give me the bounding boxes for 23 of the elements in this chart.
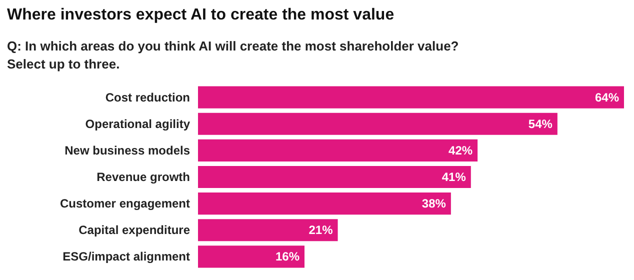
bar xyxy=(198,246,304,268)
data-label: 21% xyxy=(308,223,334,238)
data-label: 16% xyxy=(275,250,300,264)
y-tick-label: Customer engagement xyxy=(60,196,190,211)
y-tick-label: Capital expenditure xyxy=(78,223,190,238)
bar xyxy=(198,112,558,135)
chart-title: Where investors expect AI to create the most value xyxy=(7,6,394,24)
y-tick-label: Cost reduction xyxy=(105,90,190,104)
y-tick-label: New business models xyxy=(64,143,190,158)
bar xyxy=(198,86,624,108)
bar xyxy=(198,166,471,188)
bar xyxy=(198,192,451,215)
y-tick-label: Operational agility xyxy=(85,116,190,131)
y-tick-label: Revenue growth xyxy=(96,170,190,184)
y-tick-label: ESG/impact alignment xyxy=(62,250,190,264)
chart-subtitle: Q: In which areas do you think AI will create the most shareholder value? Select up to three. xyxy=(7,38,459,72)
data-label: 64% xyxy=(594,90,620,104)
data-label: 38% xyxy=(422,196,446,211)
bar xyxy=(198,139,478,162)
bar xyxy=(198,219,338,242)
data-label: 42% xyxy=(448,143,473,158)
data-label: 41% xyxy=(442,170,466,184)
data-label: 54% xyxy=(528,116,553,131)
